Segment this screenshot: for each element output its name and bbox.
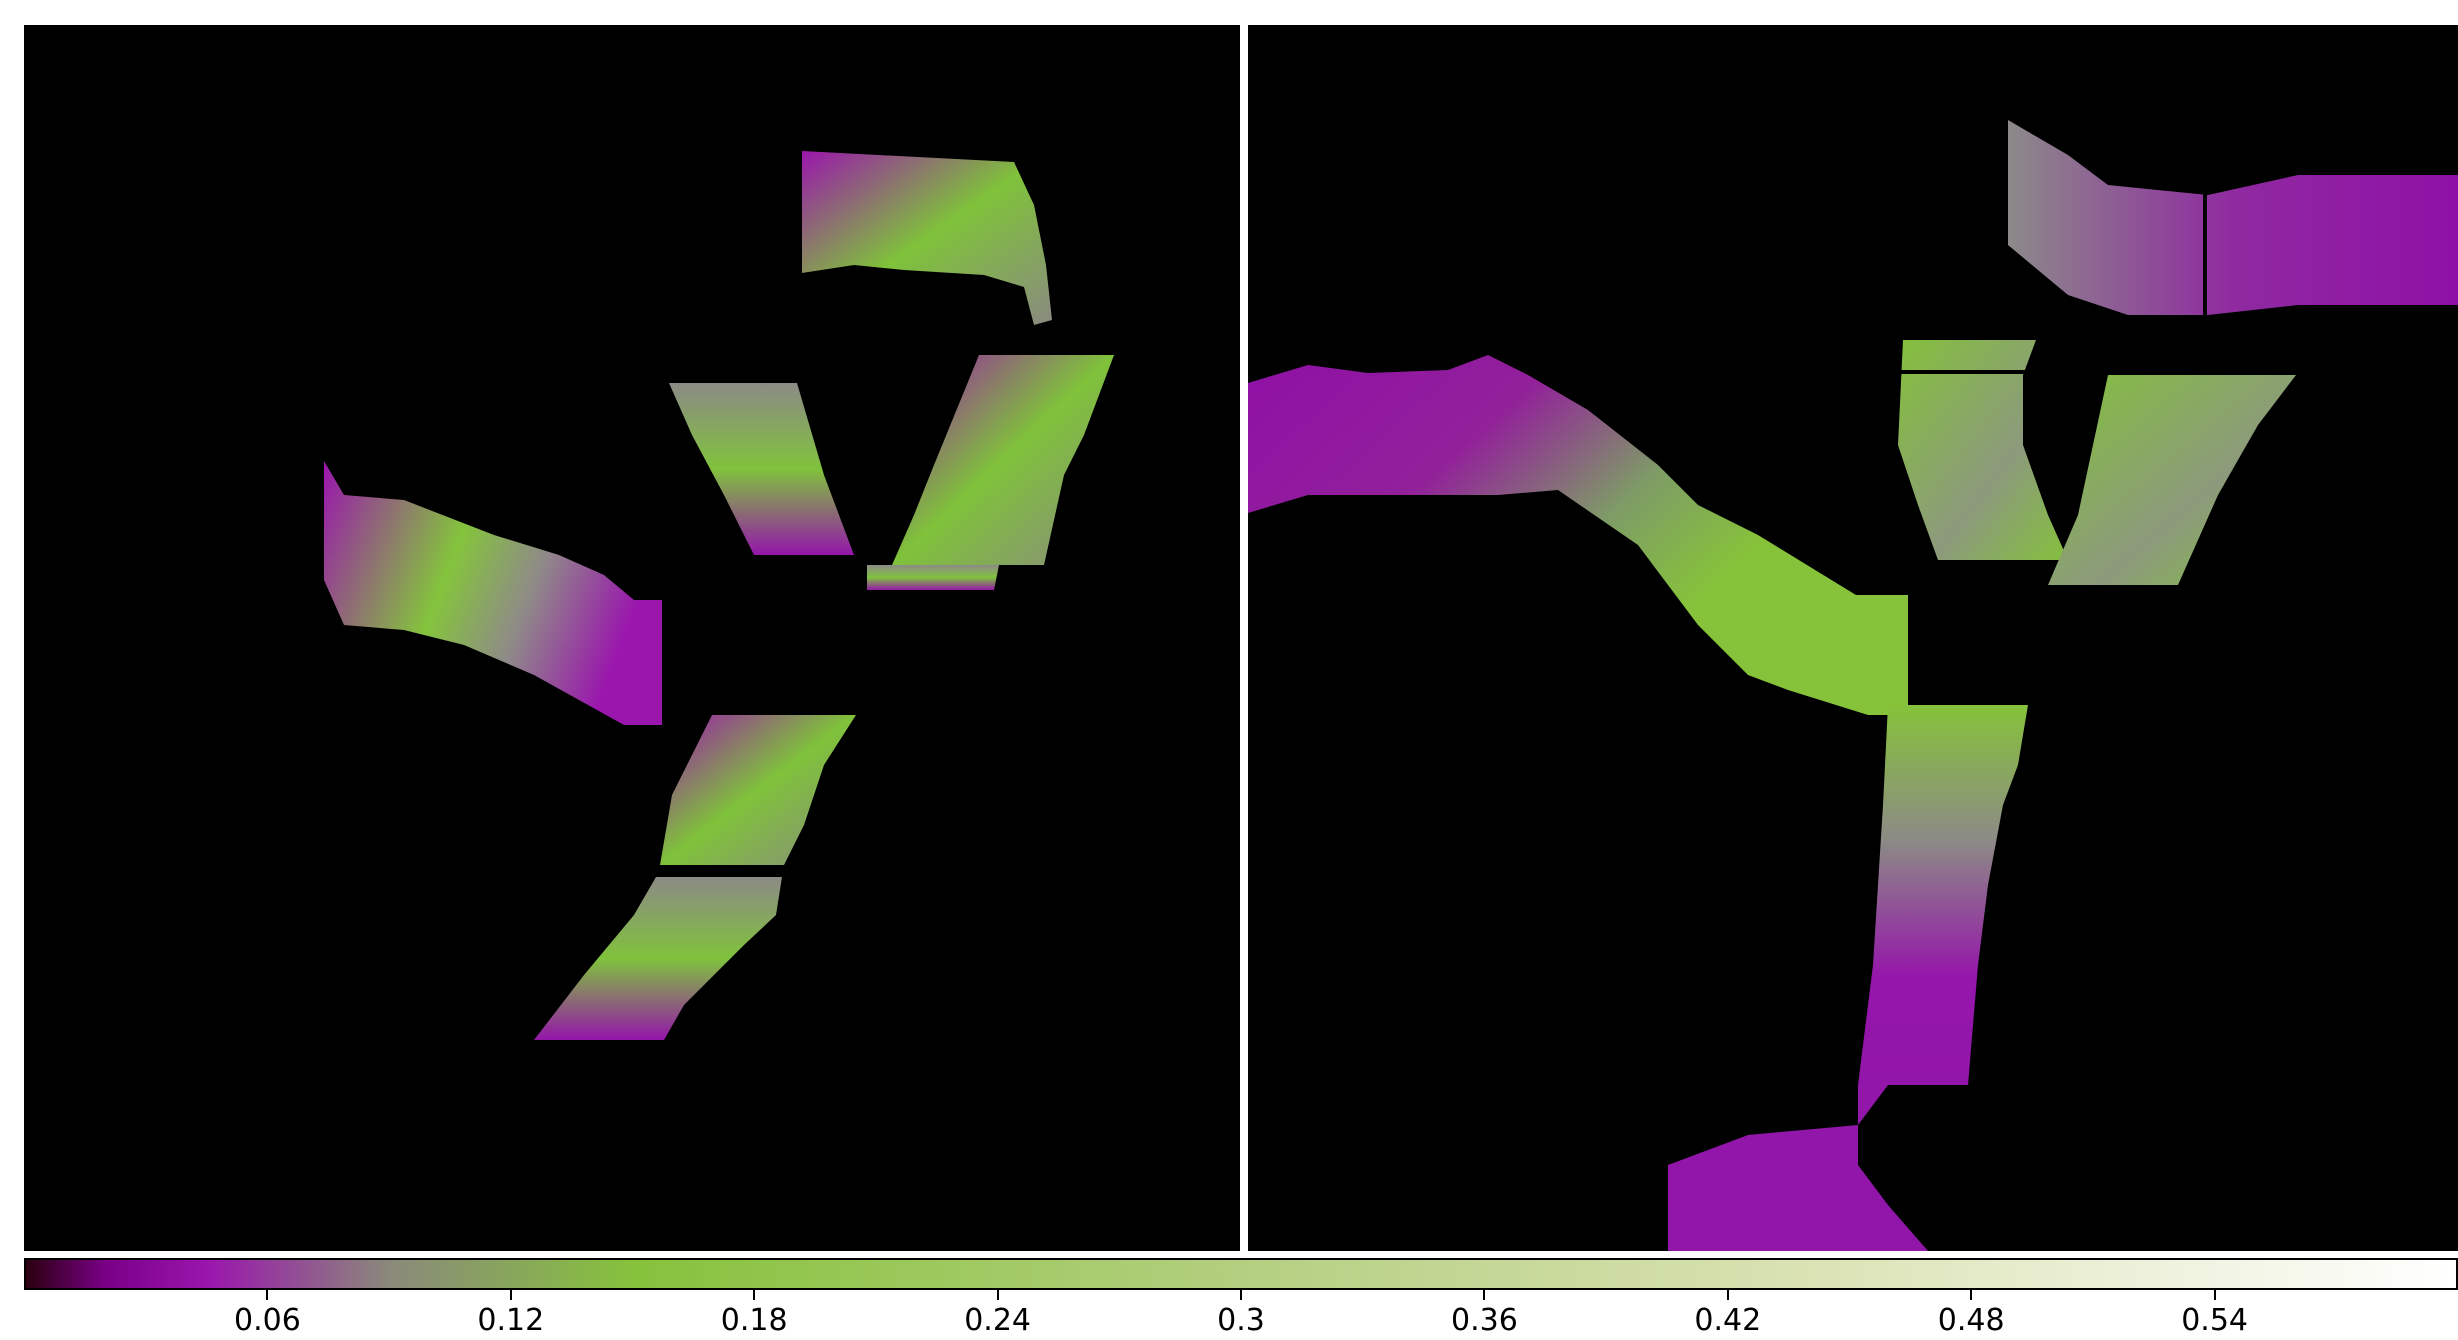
- colorbar-tick-mark: [1726, 1290, 1729, 1300]
- colorbar-tick-label: 0.36: [1450, 1303, 1518, 1338]
- colorbar-tick-label: 0.12: [477, 1303, 545, 1338]
- colorbar-tick-mark: [753, 1290, 756, 1300]
- left-patch-5: [867, 565, 999, 590]
- left-patch-3: [892, 355, 1114, 565]
- colorbar-tick-mark: [1970, 1290, 1973, 1300]
- right-patch-divider-2: [1900, 370, 2038, 374]
- right-patch-river: [1248, 355, 1908, 715]
- colorbar-tick-mark: [2213, 1290, 2216, 1300]
- colorbar-tick-mark: [996, 1290, 999, 1300]
- colorbar-ticks: 0.06 0.12 0.18 0.24 0.3 0.36 0.42 0.48 0.54: [24, 1290, 2458, 1340]
- colorbar-tick-label: 0.48: [1937, 1303, 2005, 1338]
- left-patch-1: [802, 151, 1052, 325]
- left-heatmap-plot: [324, 151, 1114, 1040]
- colorbar-tick-label: 0.06: [233, 1303, 301, 1338]
- left-patch-7: [534, 877, 782, 1040]
- right-patch-top: [2008, 120, 2458, 315]
- colorbar-tick-label: 0.54: [2181, 1303, 2248, 1338]
- left-patch-6: [660, 715, 856, 865]
- colorbar-tick-mark: [509, 1290, 512, 1300]
- colorbar-tick-label: 0.18: [720, 1303, 788, 1338]
- colorbar-tick-label: 0.3: [1217, 1303, 1265, 1338]
- right-patch-divider: [2203, 190, 2207, 315]
- left-heatmap-panel: [24, 25, 1240, 1251]
- left-patch-2: [669, 383, 854, 555]
- colorbar-tick-label: 0.24: [964, 1303, 1031, 1338]
- right-patch-mid-left: [1898, 340, 2068, 560]
- colorbar-tick-mark: [1240, 1290, 1242, 1300]
- colorbar-tick-label: 0.42: [1694, 1303, 1762, 1338]
- right-heatmap-panel: [1248, 25, 2458, 1251]
- right-heatmap-plot: [1248, 120, 2458, 1251]
- right-patch-mid-right: [2048, 375, 2296, 585]
- colorbar: [24, 1258, 2458, 1290]
- right-patch-trunk: [1668, 705, 2028, 1251]
- colorbar-tick-mark: [266, 1290, 269, 1300]
- colorbar-tick-mark: [1483, 1290, 1486, 1300]
- left-patch-4: [324, 461, 662, 725]
